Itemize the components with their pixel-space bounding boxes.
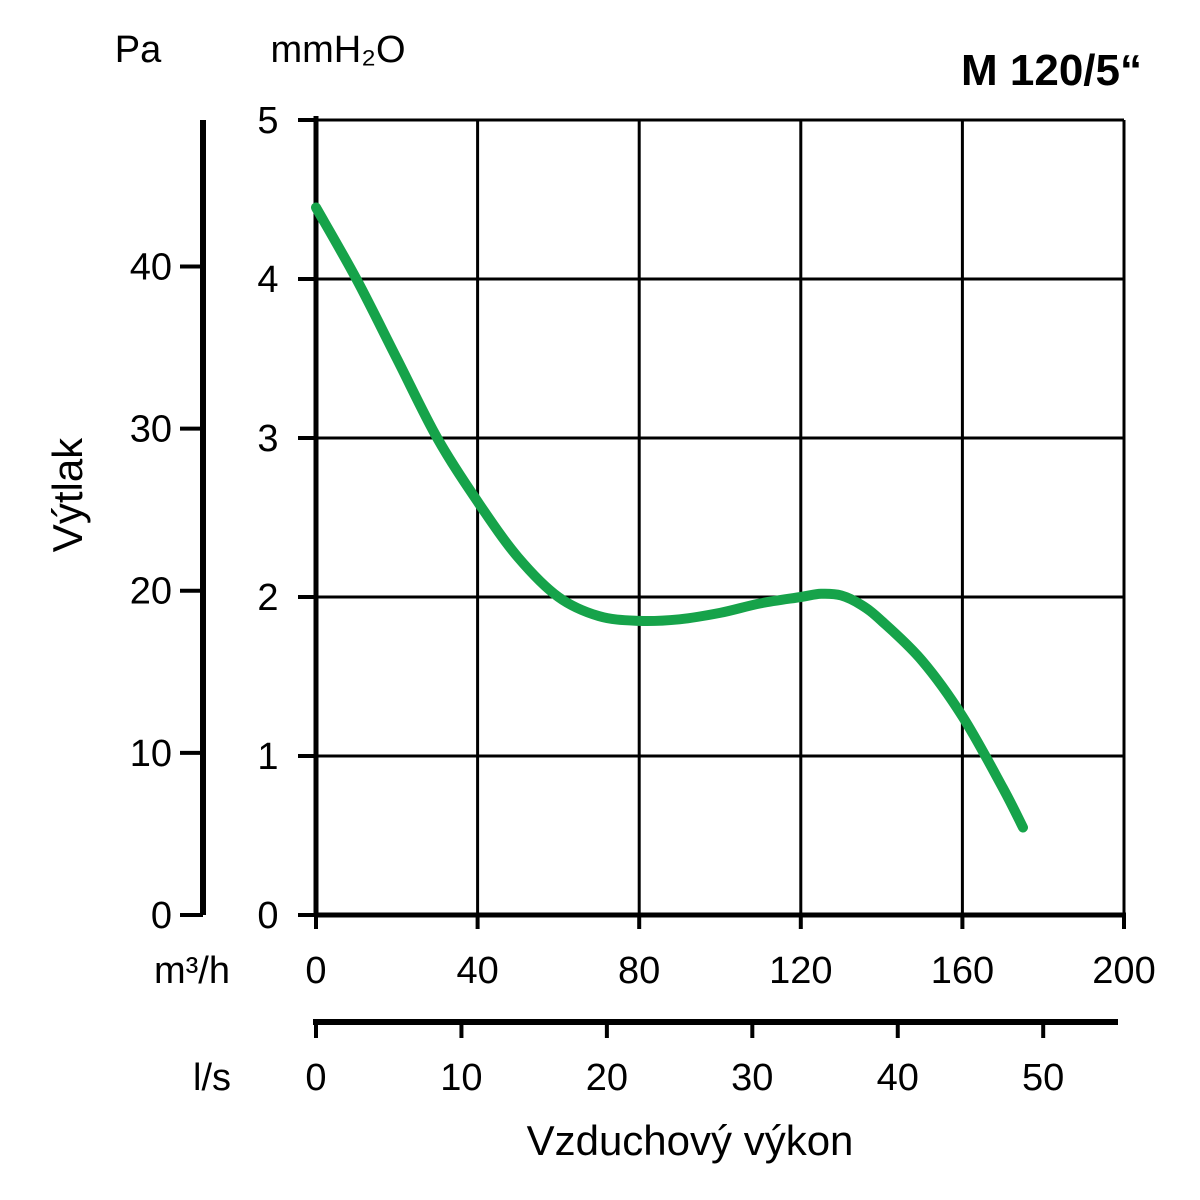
x-tick-label-160: 160 — [931, 950, 994, 992]
y-right-unit: mmH₂O — [270, 29, 405, 71]
ls-tick-label-0: 0 — [305, 1057, 326, 1099]
pa-tick-label-30: 30 — [130, 409, 172, 451]
x-tick-label-40: 40 — [456, 950, 498, 992]
y-axis-title: Výtlak — [44, 437, 91, 552]
y-left-unit: Pa — [115, 29, 162, 71]
pa-tick-label-10: 10 — [130, 733, 172, 775]
pa-tick-label-20: 20 — [130, 571, 172, 613]
x-secondary-unit: l/s — [193, 1057, 231, 1099]
axes — [180, 116, 1126, 1038]
x-tick-label-120: 120 — [769, 950, 832, 992]
ls-tick-label-20: 20 — [586, 1057, 628, 1099]
x-tick-label-200: 200 — [1092, 950, 1155, 992]
ls-tick-label-30: 30 — [731, 1057, 773, 1099]
x-primary-unit: m³/h — [154, 950, 230, 992]
ls-tick-label-10: 10 — [440, 1057, 482, 1099]
y-tick-label-0: 0 — [257, 895, 278, 937]
pa-tick-label-0: 0 — [151, 895, 172, 937]
y-tick-label-2: 2 — [257, 577, 278, 619]
series-line-0 — [311, 202, 1028, 833]
y-tick-label-5: 5 — [257, 100, 278, 142]
pa-tick-label-40: 40 — [130, 246, 172, 288]
y-tick-label-4: 4 — [257, 259, 278, 301]
x-tick-label-80: 80 — [618, 950, 660, 992]
y-tick-label-1: 1 — [257, 736, 278, 778]
chart-title: M 120/5“ — [961, 46, 1142, 95]
grid-lines — [314, 118, 1126, 917]
y-tick-label-3: 3 — [257, 418, 278, 460]
x-tick-label-0: 0 — [305, 950, 326, 992]
ls-tick-label-50: 50 — [1022, 1057, 1064, 1099]
series-layer — [311, 202, 1028, 833]
ls-tick-label-40: 40 — [877, 1057, 919, 1099]
x-axis-title: Vzduchový výkon — [527, 1117, 854, 1164]
